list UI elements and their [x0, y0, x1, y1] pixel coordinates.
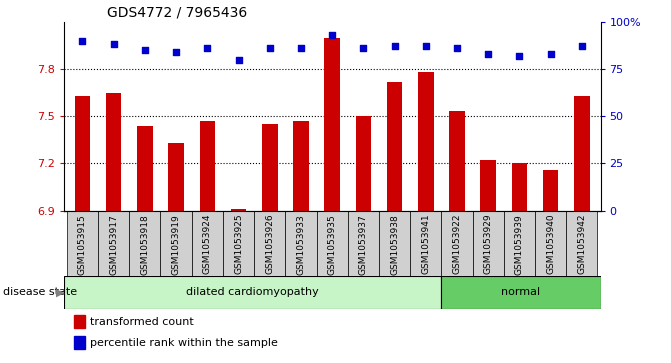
- Bar: [231, 209, 246, 211]
- Bar: [442, 211, 472, 276]
- Bar: [480, 160, 496, 211]
- Bar: [566, 211, 597, 276]
- Text: GSM1053942: GSM1053942: [577, 214, 586, 274]
- Text: GSM1053917: GSM1053917: [109, 214, 118, 274]
- Text: GSM1053919: GSM1053919: [172, 214, 180, 274]
- Bar: [160, 211, 192, 276]
- Bar: [293, 121, 309, 211]
- Text: GSM1053938: GSM1053938: [390, 214, 399, 274]
- Point: [264, 45, 275, 51]
- Bar: [379, 211, 410, 276]
- Bar: [254, 211, 285, 276]
- Text: disease state: disease state: [3, 287, 77, 297]
- Point: [295, 45, 306, 51]
- Text: normal: normal: [501, 287, 541, 297]
- Bar: [418, 72, 433, 211]
- Bar: [74, 315, 85, 329]
- Point: [327, 32, 338, 38]
- Text: dilated cardiomyopathy: dilated cardiomyopathy: [186, 287, 319, 297]
- Text: GSM1053933: GSM1053933: [297, 214, 305, 274]
- Bar: [199, 121, 215, 211]
- Text: ▶: ▶: [56, 287, 64, 297]
- Bar: [356, 116, 371, 211]
- Point: [452, 45, 462, 51]
- Point: [140, 47, 150, 53]
- Bar: [67, 211, 98, 276]
- Text: GDS4772 / 7965436: GDS4772 / 7965436: [107, 5, 247, 19]
- Bar: [262, 124, 278, 211]
- Text: GSM1053922: GSM1053922: [452, 214, 462, 274]
- Text: GSM1053924: GSM1053924: [203, 214, 212, 274]
- Point: [576, 44, 587, 49]
- Text: GSM1053918: GSM1053918: [140, 214, 150, 274]
- Bar: [386, 82, 403, 211]
- Bar: [511, 163, 527, 211]
- Bar: [64, 276, 442, 309]
- Bar: [535, 211, 566, 276]
- Bar: [504, 211, 535, 276]
- Text: GSM1053941: GSM1053941: [421, 214, 430, 274]
- Bar: [74, 96, 91, 211]
- Text: percentile rank within the sample: percentile rank within the sample: [89, 338, 277, 347]
- Point: [483, 51, 494, 57]
- Point: [202, 45, 213, 51]
- Bar: [130, 211, 160, 276]
- Bar: [168, 143, 184, 211]
- Text: GSM1053939: GSM1053939: [515, 214, 524, 274]
- Bar: [106, 93, 121, 211]
- Bar: [98, 211, 130, 276]
- Point: [358, 45, 369, 51]
- Bar: [574, 96, 590, 211]
- Text: GSM1053937: GSM1053937: [359, 214, 368, 274]
- Bar: [74, 336, 85, 349]
- Point: [421, 44, 431, 49]
- Bar: [472, 211, 504, 276]
- Point: [77, 38, 88, 44]
- Text: GSM1053926: GSM1053926: [265, 214, 274, 274]
- Point: [108, 41, 119, 47]
- Bar: [348, 211, 379, 276]
- Bar: [317, 211, 348, 276]
- Text: GSM1053929: GSM1053929: [484, 214, 493, 274]
- Text: GSM1053935: GSM1053935: [327, 214, 337, 274]
- Text: transformed count: transformed count: [89, 317, 193, 327]
- Bar: [543, 170, 558, 211]
- Point: [546, 51, 556, 57]
- Bar: [285, 211, 317, 276]
- Bar: [449, 111, 465, 211]
- Text: GSM1053915: GSM1053915: [78, 214, 87, 274]
- Bar: [410, 211, 442, 276]
- Bar: [223, 211, 254, 276]
- Point: [170, 49, 181, 55]
- Text: GSM1053925: GSM1053925: [234, 214, 243, 274]
- Bar: [192, 211, 223, 276]
- Bar: [137, 126, 153, 211]
- Point: [233, 57, 244, 62]
- Point: [514, 53, 525, 59]
- Text: GSM1053940: GSM1053940: [546, 214, 555, 274]
- Bar: [442, 276, 601, 309]
- Point: [389, 44, 400, 49]
- Bar: [324, 37, 340, 211]
